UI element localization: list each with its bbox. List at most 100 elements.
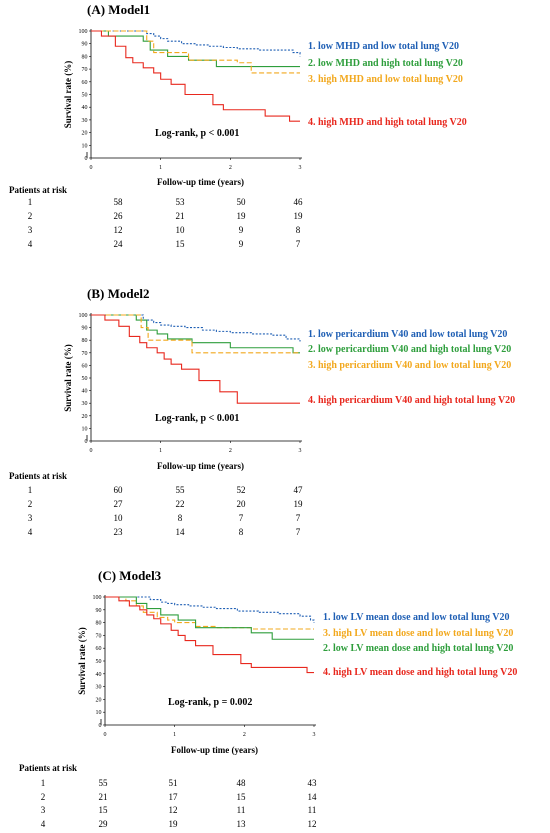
y-axis-label: Survival rate (%) <box>77 627 87 695</box>
legend-label-1: 1. low pericardium V40 and low total lun… <box>308 329 507 340</box>
y-tick-label: 80 <box>96 621 102 627</box>
logrank-annotation: Log-rank, p < 0.001 <box>155 413 239 424</box>
survival-curve-1 <box>105 596 315 623</box>
risk-cell: 12 <box>114 225 123 235</box>
risk-table-header: Patients at risk <box>19 763 77 773</box>
risk-row-label: 1 <box>41 778 46 788</box>
legend-label-4: 4. high pericardium V40 and high total l… <box>308 395 515 406</box>
risk-cell: 14 <box>176 527 186 537</box>
y-tick-label: 20 <box>96 697 102 703</box>
x-tick-label: 2 <box>229 165 232 171</box>
y-tick-label: 50 <box>96 659 102 665</box>
x-tick-label: 3 <box>299 165 302 171</box>
y-tick-label: 20 <box>82 131 88 137</box>
risk-table: Patients at risk 1 55 51 48 43 2 21 17 15 14 3 15 12 1… <box>19 763 317 829</box>
risk-cell: 11 <box>237 805 246 815</box>
panel-title: (B) Model2 <box>87 286 149 301</box>
x-axis-label: Follow-up time (years) <box>171 745 258 755</box>
y-tick-label: 50 <box>82 93 88 99</box>
legend-label-4: 4. high LV mean dose and high total lung… <box>323 667 517 678</box>
y-tick-label: 90 <box>82 42 88 48</box>
risk-table-header: Patients at risk <box>9 471 67 481</box>
risk-cell: 11 <box>308 805 317 815</box>
risk-cell: 20 <box>237 499 247 509</box>
x-tick-label: 0 <box>104 732 107 738</box>
survival-curve-4 <box>91 30 300 122</box>
risk-cell: 22 <box>176 499 185 509</box>
risk-cell: 19 <box>169 819 179 829</box>
y-tick-label: 30 <box>82 118 88 124</box>
survival-curve-2 <box>91 30 300 68</box>
risk-cell: 24 <box>114 239 124 249</box>
risk-row-label: 2 <box>41 792 46 802</box>
y-tick-label: 10 <box>82 426 88 432</box>
risk-cell: 14 <box>308 792 318 802</box>
legend-label-2: 2. low pericardium V40 and high total lu… <box>308 344 511 355</box>
risk-table-header: Patients at risk <box>9 185 67 195</box>
risk-cell: 53 <box>176 197 186 207</box>
risk-cell: 15 <box>237 792 247 802</box>
y-tick-label: 80 <box>82 338 88 344</box>
survival-curve-1 <box>91 314 301 342</box>
risk-cell: 23 <box>114 527 124 537</box>
y-tick-label: 30 <box>96 685 102 691</box>
risk-cell: 8 <box>239 527 244 537</box>
risk-cell: 29 <box>99 819 109 829</box>
survival-curve-1 <box>91 30 301 57</box>
y-tick-label: 40 <box>96 672 102 678</box>
y-tick-label: 20 <box>82 414 88 420</box>
risk-row-label: 4 <box>28 527 33 537</box>
risk-row-label: 3 <box>28 225 33 235</box>
panel-title: (A) Model1 <box>87 2 150 17</box>
risk-row-label: 4 <box>28 239 33 249</box>
y-tick-label: 70 <box>82 67 88 73</box>
risk-cell: 43 <box>308 778 318 788</box>
y-tick-label: 0 <box>85 156 88 162</box>
legend-label-1: 1. low LV mean dose and low total lung V… <box>323 612 510 623</box>
risk-cell: 55 <box>99 778 109 788</box>
x-tick-label: 3 <box>313 732 316 738</box>
risk-row-label: 4 <box>41 819 46 829</box>
x-tick-label: 1 <box>173 732 176 738</box>
y-axis-label: Survival rate (%) <box>63 61 73 129</box>
risk-cell: 7 <box>296 239 301 249</box>
risk-cell: 21 <box>99 792 108 802</box>
legend-label-3: 3. high MHD and low total lung V20 <box>308 74 463 85</box>
risk-cell: 15 <box>99 805 109 815</box>
risk-cell: 15 <box>176 239 186 249</box>
y-tick-label: 40 <box>82 105 88 111</box>
risk-cell: 12 <box>169 805 178 815</box>
survival-curve-4 <box>105 596 314 674</box>
risk-cell: 26 <box>114 211 124 221</box>
risk-cell: 58 <box>114 197 124 207</box>
risk-cell: 46 <box>294 197 304 207</box>
risk-cell: 60 <box>114 485 124 495</box>
y-tick-label: 30 <box>82 401 88 407</box>
risk-cell: 17 <box>169 792 179 802</box>
risk-row-label: 3 <box>28 513 33 523</box>
risk-cell: 55 <box>176 485 186 495</box>
logrank-annotation: Log-rank, p < 0.001 <box>155 128 239 139</box>
x-tick-label: 3 <box>299 448 302 454</box>
risk-cell: 7 <box>296 513 301 523</box>
y-tick-label: 50 <box>82 376 88 382</box>
x-tick-label: 1 <box>159 165 162 171</box>
risk-row-label: 1 <box>28 197 33 207</box>
legend-label-1: 1. low MHD and low total lung V20 <box>308 41 459 52</box>
y-tick-label: 10 <box>96 710 102 716</box>
survival-curve-3 <box>91 314 300 354</box>
y-tick-label: 100 <box>79 313 88 319</box>
risk-cell: 7 <box>296 527 301 537</box>
y-tick-label: 10 <box>82 143 88 149</box>
panel-title: (C) Model3 <box>98 568 162 583</box>
y-tick-label: 90 <box>96 608 102 614</box>
logrank-annotation: Log-rank, p = 0.002 <box>168 697 252 708</box>
risk-cell: 51 <box>169 778 178 788</box>
survival-curve-3 <box>105 596 314 640</box>
risk-cell: 10 <box>114 513 124 523</box>
x-tick-label: 0 <box>90 448 93 454</box>
